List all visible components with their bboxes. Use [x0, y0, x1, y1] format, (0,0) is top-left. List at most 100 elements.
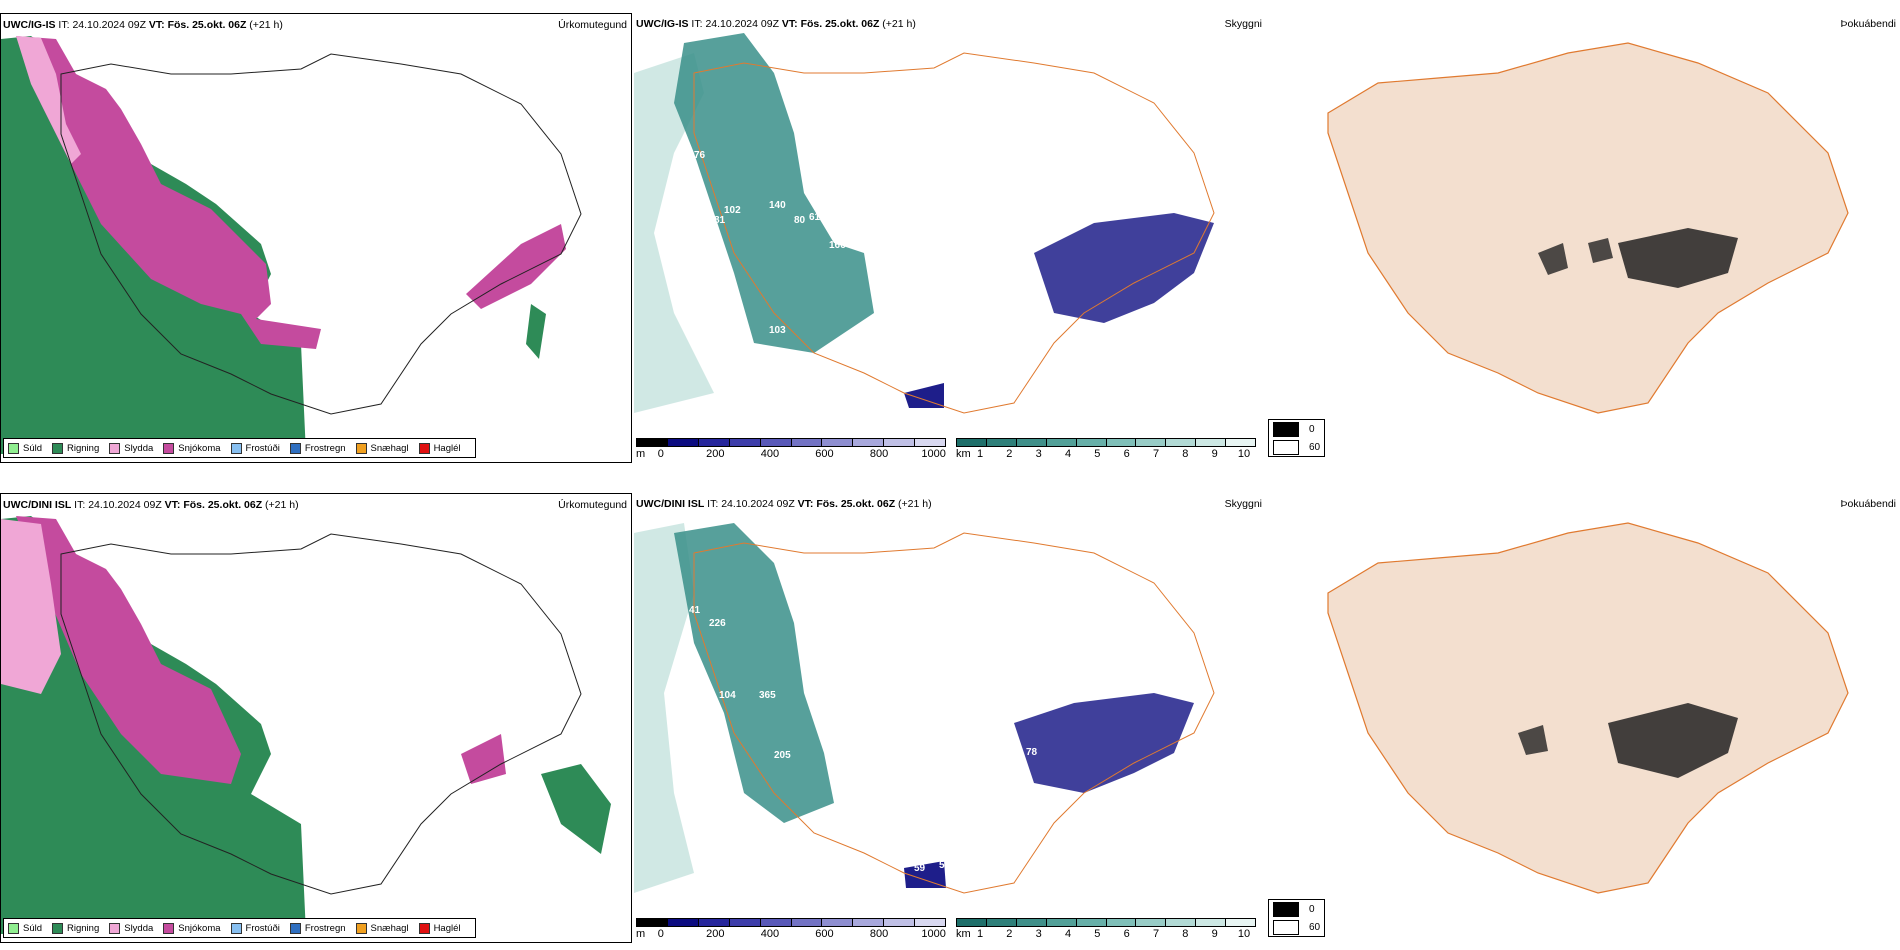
colorbar-tick: 7 — [1152, 928, 1160, 940]
colorbar-tick: 200 — [706, 928, 725, 940]
cloud-base-label: 92 — [999, 785, 1011, 796]
panel-right-title: Skyggni — [1224, 498, 1262, 510]
cloud-base-label: 10 — [919, 340, 931, 351]
colorbar-tick: 200 — [706, 448, 725, 460]
colorbar-segment — [1166, 919, 1197, 926]
cloud-base-label: 106 — [929, 260, 946, 271]
cloud-base-label: 108 — [859, 717, 876, 728]
legend-label: Frostregn — [304, 922, 346, 934]
colorbar-tick: 4 — [1064, 448, 1072, 460]
fog-legend: 0 60 — [1268, 419, 1326, 457]
legend-swatch — [163, 922, 175, 934]
colorbar-segment — [1226, 439, 1256, 446]
cloud-base-label: 140 — [1044, 200, 1061, 211]
fog-legend-row: 60 — [1269, 438, 1324, 456]
panel-right-title: Þokuábendi — [1840, 18, 1896, 30]
colorbar-tick: 3 — [1035, 928, 1042, 940]
cloud-base-label: 89 — [1009, 763, 1021, 774]
legend-label: Slydda — [124, 922, 154, 934]
colorbar-segment — [1196, 439, 1227, 446]
panel-right-title: Skyggni — [1224, 18, 1262, 30]
colorbar-segment — [698, 919, 730, 926]
road-network — [693, 52, 1215, 414]
fog-signal-area — [1618, 228, 1738, 288]
colorbar-segment — [915, 439, 946, 446]
cloud-base-label: 128 — [859, 220, 876, 231]
fog-panel-dini: Þokuábendi 0 60 — [1268, 493, 1900, 943]
legend-item: Snæhagl — [355, 922, 409, 934]
colorbar-segment — [1136, 439, 1167, 446]
fog-legend-swatch — [1273, 901, 1299, 917]
legend-swatch — [8, 442, 19, 454]
colorbar-segment — [822, 919, 854, 926]
cloud-map: 41 226 104 365 205 108 103 107 55 92 89 78 59 51 — [634, 523, 1215, 894]
visibility-colorbar: 1 2 3 4 5 6 7 8 9 10 km — [956, 438, 1256, 462]
colorbar-tick: 1 — [976, 928, 984, 940]
fog-legend-label: 60 — [1309, 441, 1321, 453]
cloud-base-label: 140 — [769, 200, 786, 211]
colorbar-segment — [1016, 439, 1047, 446]
colorbar-segment — [1046, 439, 1077, 446]
fog-map — [1327, 522, 1849, 894]
legend-item: Súld — [8, 922, 42, 934]
fog-legend-row: 60 — [1269, 918, 1324, 936]
colorbar-tick: 3 — [1035, 448, 1042, 460]
legend-item: Slydda — [109, 922, 154, 934]
legend-swatch — [355, 442, 367, 454]
legend-label: Rigning — [67, 922, 100, 934]
legend-swatch — [418, 922, 430, 934]
panel-right-title: Þokuábendi — [1840, 498, 1896, 510]
legend-swatch — [8, 922, 19, 934]
colorbar-tick: 800 — [869, 928, 889, 940]
panel-title: UWC/IG-IS IT: 24.10.2024 09Z VT: Fös. 25… — [636, 18, 916, 30]
colorbar-tick: 5 — [1094, 448, 1101, 460]
cloud-base-label: 61 — [809, 212, 821, 223]
cloud-base-label: 166 — [829, 240, 846, 251]
fog-legend-label: 60 — [1309, 921, 1321, 933]
colorbar-tick: 5 — [1094, 928, 1101, 940]
fog-panel-ig: Þokuábendi 0 60 — [1268, 13, 1900, 463]
legend-item: Snjókoma — [163, 922, 221, 934]
cloud-base-label: 76 — [979, 263, 991, 274]
colorbar-tick: 6 — [1123, 448, 1130, 460]
legend-label: Frostúði — [245, 442, 280, 454]
colorbar-tick: 6 — [1123, 928, 1130, 940]
colorbar-segment — [853, 919, 885, 926]
colorbar-segment — [729, 919, 761, 926]
fog-legend-swatch — [1273, 421, 1299, 437]
panel-title: UWC/DINI ISL IT: 24.10.2024 09Z VT: Fös.… — [636, 498, 932, 510]
cloud-base-label: 156 — [1024, 230, 1041, 241]
legend-item: Rigning — [52, 442, 99, 454]
colorbar-segment — [637, 919, 668, 926]
colorbar-segment — [637, 439, 668, 446]
cloud-base-label: 103 — [934, 745, 951, 756]
fog-legend-swatch — [1273, 439, 1299, 455]
ceiling-colorbar: 0 200 400 600 800 1000 m — [636, 918, 946, 942]
legend-swatch — [289, 442, 301, 454]
panel-right-title: Úrkomutegund — [558, 19, 627, 31]
colorbar-segment — [853, 439, 885, 446]
cloud-base-label: 59 — [914, 863, 926, 874]
colorbar-tick: 400 — [760, 448, 780, 460]
cloud-panel-dini: UWC/DINI ISL IT: 24.10.2024 09Z VT: Fös.… — [634, 493, 1266, 943]
colorbar-tick: 10 — [1237, 928, 1251, 940]
colorbar-segment — [1106, 439, 1137, 446]
colorbar-segment — [986, 919, 1017, 926]
colorbar-segment — [957, 919, 987, 926]
legend-label: Haglél — [433, 922, 461, 934]
ceiling-unit: m — [636, 448, 646, 460]
legend-swatch — [109, 442, 121, 454]
visibility-unit: km — [956, 928, 971, 940]
legend-item: Haglél — [418, 922, 461, 934]
colorbar-segment — [957, 439, 987, 446]
cloud-base-label: 41 — [689, 605, 701, 616]
legend-item: Frostúði — [230, 922, 280, 934]
colorbar-segment — [884, 439, 916, 446]
cloud-base-label: 80 — [794, 215, 806, 226]
legend-swatch — [163, 442, 175, 454]
colorbar-tick: 800 — [869, 448, 889, 460]
legend-swatch — [230, 442, 242, 454]
cloud-base-label: 365 — [759, 690, 776, 701]
colorbar-segment — [884, 919, 916, 926]
cloud-base-label: 102 — [724, 205, 741, 216]
